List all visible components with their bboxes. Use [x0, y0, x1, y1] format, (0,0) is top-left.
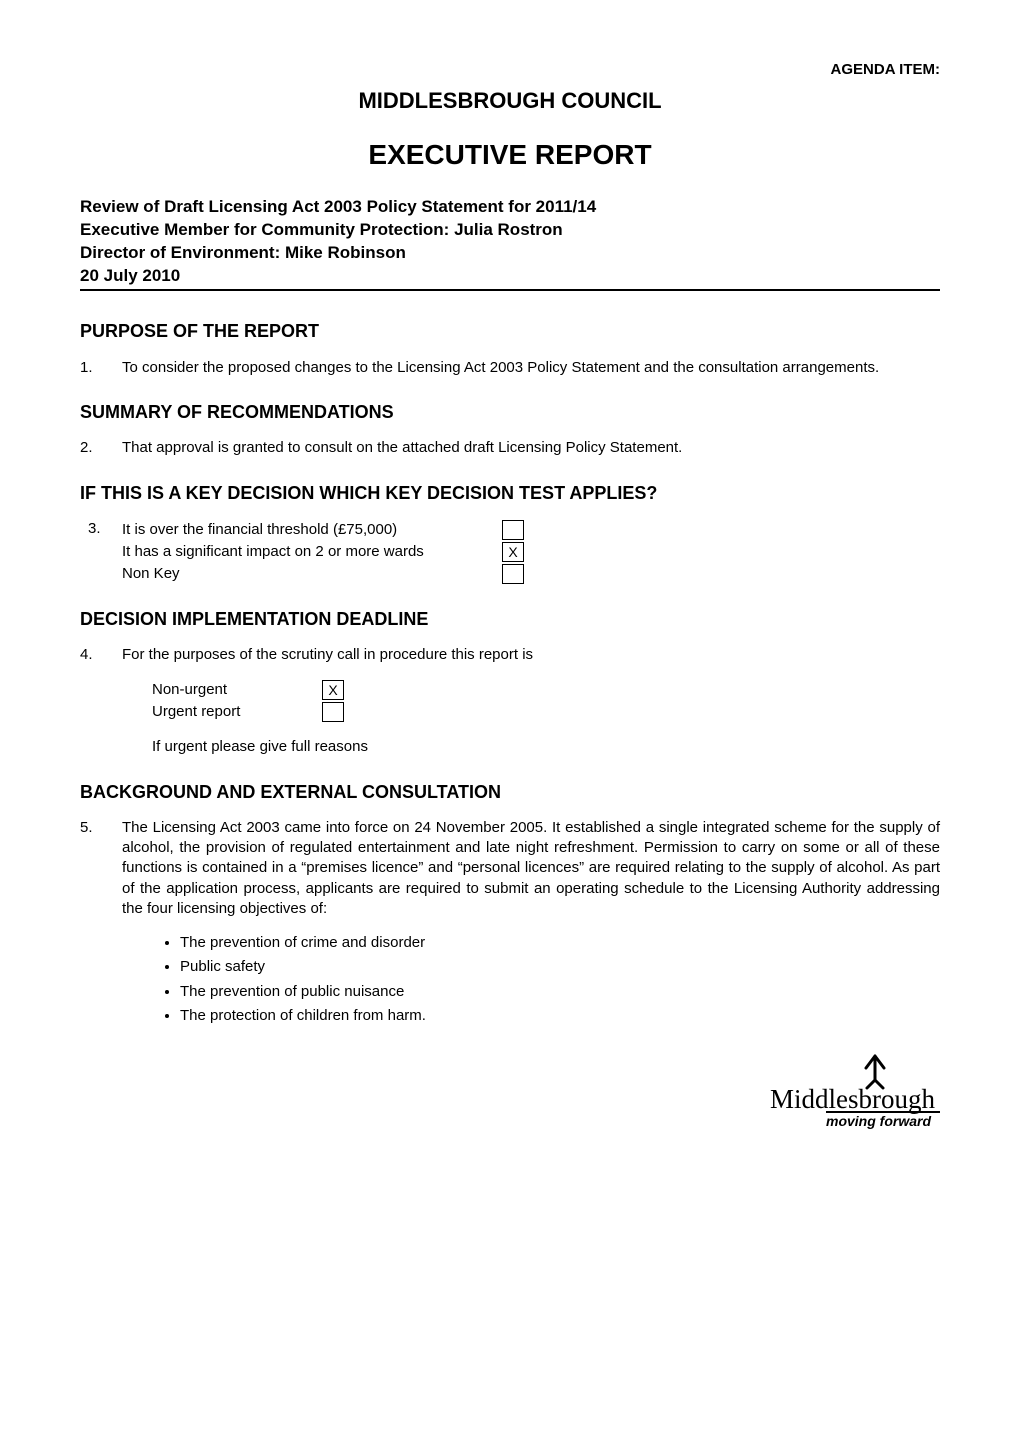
- section-heading-purpose: PURPOSE OF THE REPORT: [80, 319, 940, 343]
- header-line-2: Executive Member for Community Protectio…: [80, 219, 940, 242]
- header-block: Review of Draft Licensing Act 2003 Polic…: [80, 196, 940, 292]
- header-line-4: 20 July 2010: [80, 265, 940, 288]
- logo-text-bottom: moving forward: [826, 1113, 931, 1129]
- checkbox-icon: X: [322, 680, 344, 700]
- background-bullets: The prevention of crime and disorder Pub…: [180, 933, 940, 1026]
- para-2: 2. That approval is granted to consult o…: [80, 438, 940, 458]
- urgency-row: Non-urgent X: [152, 679, 940, 701]
- section-heading-deadline: DECISION IMPLEMENTATION DEADLINE: [80, 607, 940, 631]
- section-heading-background: BACKGROUND AND EXTERNAL CONSULTATION: [80, 780, 940, 804]
- logo-text-top: Middlesbrough: [770, 1084, 935, 1114]
- key-decision-row: Non Key: [122, 563, 940, 585]
- bullet-item: The prevention of public nuisance: [180, 982, 940, 1002]
- urgency-row: Urgent report: [152, 701, 940, 723]
- para-2-body: That approval is granted to consult on t…: [122, 438, 940, 458]
- middlesbrough-logo-icon: Middlesbrough moving forward: [770, 1048, 940, 1133]
- council-title: MIDDLESBROUGH COUNCIL: [80, 86, 940, 116]
- report-title: EXECUTIVE REPORT: [80, 136, 940, 174]
- bullet-item: Public safety: [180, 957, 940, 977]
- checkbox-icon: [322, 702, 344, 722]
- key-decision-row-label: Non Key: [122, 564, 502, 584]
- checkbox-icon: [502, 564, 524, 584]
- section-heading-key-decision: IF THIS IS A KEY DECISION WHICH KEY DECI…: [80, 481, 940, 505]
- bullet-item: The protection of children from harm.: [180, 1006, 940, 1026]
- header-line-3: Director of Environment: Mike Robinson: [80, 242, 940, 265]
- key-decision-row: It has a significant impact on 2 or more…: [122, 541, 940, 563]
- para-5: 5. The Licensing Act 2003 came into forc…: [80, 818, 940, 919]
- para-3-num: 3.: [80, 519, 122, 585]
- agenda-item-label: AGENDA ITEM:: [80, 60, 940, 80]
- para-4-body: For the purposes of the scrutiny call in…: [122, 645, 940, 665]
- urgency-block: Non-urgent X Urgent report: [152, 679, 940, 723]
- key-decision-row-label: It is over the financial threshold (£75,…: [122, 520, 502, 540]
- key-decision-block: 3. It is over the financial threshold (£…: [80, 519, 940, 585]
- urgency-row-label: Urgent report: [152, 702, 322, 722]
- logo-wrap: Middlesbrough moving forward: [80, 1048, 940, 1133]
- para-5-num: 5.: [80, 818, 122, 919]
- urgent-reasons-text: If urgent please give full reasons: [152, 737, 940, 757]
- para-1-num: 1.: [80, 358, 122, 378]
- checkbox-icon: X: [502, 542, 524, 562]
- section-heading-summary: SUMMARY OF RECOMMENDATIONS: [80, 400, 940, 424]
- para-4: 4. For the purposes of the scrutiny call…: [80, 645, 940, 665]
- para-5-body: The Licensing Act 2003 came into force o…: [122, 818, 940, 919]
- urgency-row-label: Non-urgent: [152, 680, 322, 700]
- bullet-item: The prevention of crime and disorder: [180, 933, 940, 953]
- key-decision-row-label: It has a significant impact on 2 or more…: [122, 542, 502, 562]
- para-1-body: To consider the proposed changes to the …: [122, 358, 940, 378]
- checkbox-icon: [502, 520, 524, 540]
- key-decision-row: It is over the financial threshold (£75,…: [122, 519, 940, 541]
- para-1: 1. To consider the proposed changes to t…: [80, 358, 940, 378]
- header-line-1: Review of Draft Licensing Act 2003 Polic…: [80, 196, 940, 219]
- para-2-num: 2.: [80, 438, 122, 458]
- para-4-num: 4.: [80, 645, 122, 665]
